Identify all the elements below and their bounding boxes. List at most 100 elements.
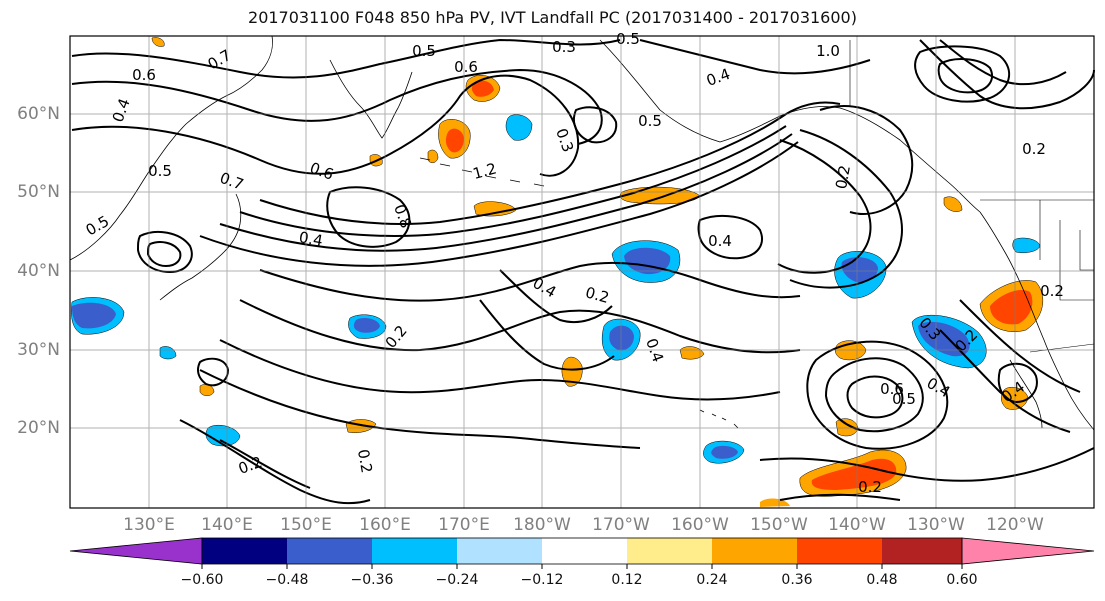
sw-low-3 bbox=[846, 375, 904, 419]
lon-label-150w: 150°W bbox=[750, 515, 808, 535]
contour-label: 0.6 bbox=[454, 58, 478, 76]
colorbar-tick-label: −0.60 bbox=[180, 572, 224, 588]
colorbar-tick-label: 0.36 bbox=[781, 572, 813, 588]
lon-label-130w: 130°W bbox=[907, 515, 965, 535]
lon-label-120w: 120°W bbox=[986, 515, 1044, 535]
lon-label-160e: 160°E bbox=[359, 515, 411, 535]
contour-label: 0.2 bbox=[1040, 282, 1064, 300]
colorbar-bin-1 bbox=[202, 538, 287, 564]
jet-contour-1 bbox=[259, 101, 841, 225]
contour-label: 1.2 bbox=[471, 159, 499, 183]
coastal-low-1 bbox=[997, 362, 1038, 404]
colorbar-bin-9 bbox=[882, 538, 962, 564]
ne-pacific-low-1 bbox=[914, 45, 1011, 103]
pv-contours bbox=[71, 38, 1095, 505]
colorbar-tick-label: −0.12 bbox=[520, 572, 564, 588]
colorbar-bin-6 bbox=[627, 538, 712, 564]
low-contour-2 bbox=[697, 214, 763, 260]
central-contour-1 bbox=[499, 269, 613, 324]
colorbar-tick-label: −0.24 bbox=[435, 572, 479, 588]
contour-label: 0.6 bbox=[880, 380, 904, 398]
negative-anomaly-2-core bbox=[609, 325, 634, 351]
negative-anomaly-10 bbox=[1012, 237, 1041, 253]
sw-low-1 bbox=[806, 340, 949, 450]
positive-anomaly-14 bbox=[427, 149, 439, 163]
asia-coast bbox=[69, 35, 273, 261]
colorbar-extend-high bbox=[961, 537, 1095, 565]
contour-label: 0.6 bbox=[132, 66, 156, 84]
japan-coast bbox=[159, 193, 242, 301]
negative-anomaly-8-core bbox=[711, 445, 738, 459]
coastal-contour-1 bbox=[959, 299, 1081, 393]
contour-label: 0.2 bbox=[858, 478, 882, 496]
contour-label: 0.5 bbox=[148, 162, 172, 180]
contour-label: 0.2 bbox=[583, 283, 611, 307]
kamchatka-coast bbox=[329, 59, 413, 139]
west-low-2 bbox=[146, 241, 182, 268]
ne-pacific-contour-2 bbox=[939, 39, 1067, 86]
contour-label: 0.4 bbox=[708, 232, 732, 250]
lat-label-30n: 30°N bbox=[17, 340, 60, 360]
chart-title: 2017031100 F048 850 hPa PV, IVT Landfall… bbox=[248, 8, 857, 27]
ridge-contour-2 bbox=[789, 129, 903, 289]
contour-label: 0.5 bbox=[412, 42, 436, 60]
state-border-3 bbox=[1079, 230, 1094, 271]
colorbar-bin-2 bbox=[287, 538, 372, 564]
map-panel: 0.60.70.40.5 0.3 0.51.00.40.61.20.30.50.70… bbox=[69, 30, 1095, 509]
west-low-1 bbox=[136, 230, 193, 274]
colorbar-tick-label: 0.48 bbox=[866, 572, 898, 588]
colorbar-frame bbox=[201, 537, 963, 565]
colorbar bbox=[69, 537, 1095, 569]
gulf-alaska-contour-1 bbox=[639, 39, 871, 75]
south-contour-2 bbox=[219, 439, 311, 489]
us-mexico-border bbox=[1029, 343, 1095, 353]
low-contour-1 bbox=[326, 186, 411, 248]
positive-anomaly-2-core bbox=[811, 458, 897, 490]
lon-label-170w: 170°W bbox=[592, 515, 650, 535]
ridge-contour-1 bbox=[777, 139, 872, 274]
se-contour-1 bbox=[759, 447, 1095, 482]
colorbar-bin-4 bbox=[457, 538, 542, 564]
contour-label: 0.3 bbox=[552, 38, 576, 56]
shaded-anomalies bbox=[71, 37, 1044, 507]
hawaii-islands bbox=[699, 409, 739, 429]
sw-small-low bbox=[197, 357, 230, 387]
contour-label: 0.2 bbox=[832, 164, 854, 191]
se-contour-2 bbox=[779, 493, 901, 501]
mid-contour-1 bbox=[259, 261, 801, 302]
aleutian-islands bbox=[419, 157, 545, 187]
na-west-coast bbox=[979, 211, 1095, 431]
colorbar-tick-label: 0.12 bbox=[611, 572, 643, 588]
lat-label-50n: 50°N bbox=[17, 182, 60, 202]
colorbar-bin-7 bbox=[712, 538, 797, 564]
positive-anomaly-18 bbox=[151, 37, 165, 47]
mid-contour-4 bbox=[199, 369, 641, 449]
lat-label-40n: 40°N bbox=[17, 261, 60, 281]
mid-contour-2 bbox=[239, 299, 801, 354]
south-contour-1 bbox=[179, 419, 371, 505]
negative-anomaly-5-core bbox=[72, 302, 116, 329]
lat-label-20n: 20°N bbox=[17, 418, 60, 438]
colorbar-tick-label: −0.36 bbox=[350, 572, 394, 588]
map-frame bbox=[69, 35, 1095, 509]
lat-label-60n: 60°N bbox=[17, 104, 60, 124]
contour-label: 0.5 bbox=[616, 30, 640, 48]
positive-anomaly-1-core bbox=[990, 289, 1033, 325]
positive-anomaly-3-core bbox=[445, 128, 464, 153]
lon-label-180w: 180°W bbox=[513, 515, 571, 535]
low-contour-3 bbox=[573, 106, 618, 144]
north-contour-1 bbox=[71, 38, 621, 79]
ne-pacific-contour-1 bbox=[919, 39, 1095, 110]
boundaries bbox=[849, 40, 1095, 353]
positive-anomaly-17 bbox=[943, 196, 963, 212]
contour-label: 0.2 bbox=[1022, 140, 1046, 158]
mid-contour-3 bbox=[219, 339, 781, 401]
gridlines bbox=[70, 36, 1094, 508]
lon-label-140e: 140°E bbox=[201, 515, 253, 535]
contour-label: 0.2 bbox=[354, 448, 376, 475]
negative-anomaly-9 bbox=[505, 114, 533, 141]
coastlines bbox=[69, 35, 1095, 431]
colorbar-tick-label: 0.60 bbox=[946, 572, 978, 588]
lon-label-130e: 130°E bbox=[123, 515, 175, 535]
lon-label-170e: 170°E bbox=[438, 515, 490, 535]
